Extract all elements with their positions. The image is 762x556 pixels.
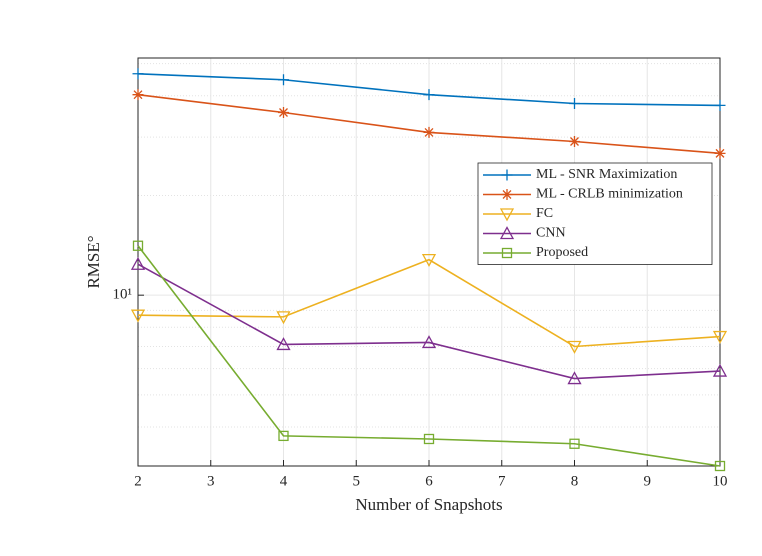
marker bbox=[130, 256, 146, 270]
marker bbox=[499, 226, 515, 240]
marker bbox=[569, 438, 580, 449]
marker bbox=[712, 363, 728, 377]
marker bbox=[278, 430, 289, 442]
marker bbox=[132, 240, 144, 251]
marker bbox=[423, 433, 435, 445]
x-tick-label: 7 bbox=[498, 473, 506, 489]
y-axis-label: RMSE° bbox=[84, 235, 103, 288]
marker bbox=[276, 337, 291, 351]
marker bbox=[567, 371, 582, 385]
axes-box bbox=[137, 57, 721, 467]
marker bbox=[276, 311, 291, 325]
marker bbox=[499, 208, 515, 222]
marker bbox=[132, 89, 144, 101]
x-tick-label: 8 bbox=[571, 473, 579, 489]
marker bbox=[714, 460, 726, 472]
marker bbox=[423, 89, 435, 101]
x-tick-label: 5 bbox=[353, 473, 361, 489]
x-tick-label: 10 bbox=[713, 473, 728, 489]
marker bbox=[569, 98, 580, 110]
marker bbox=[501, 189, 513, 200]
marker bbox=[421, 335, 437, 349]
marker bbox=[423, 126, 435, 138]
x-tick-label: 4 bbox=[280, 473, 288, 489]
x-tick-label: 6 bbox=[425, 473, 433, 489]
marker bbox=[421, 254, 437, 268]
legend-label: FC bbox=[536, 206, 553, 221]
marker bbox=[130, 309, 146, 323]
marker bbox=[501, 247, 513, 259]
x-tick-label: 3 bbox=[207, 473, 215, 489]
y-tick-label: 10¹ bbox=[113, 287, 133, 303]
marker bbox=[278, 74, 289, 86]
legend-label: ML - SNR Maximization bbox=[536, 167, 677, 182]
marker bbox=[712, 330, 728, 344]
marker bbox=[501, 169, 513, 181]
line bbox=[137, 245, 721, 467]
marker bbox=[569, 136, 580, 148]
legend-label: ML - CRLB minimization bbox=[536, 187, 683, 202]
legend-label: CNN bbox=[536, 226, 566, 241]
x-tick-label: 9 bbox=[644, 473, 652, 489]
marker bbox=[714, 147, 726, 159]
marker bbox=[714, 99, 726, 111]
marker bbox=[567, 340, 582, 354]
line bbox=[137, 258, 721, 348]
line bbox=[137, 263, 721, 380]
x-axis-label: Number of Snapshots bbox=[355, 495, 502, 514]
marker bbox=[132, 68, 144, 80]
x-tick-label: 2 bbox=[134, 473, 142, 489]
legend-label: Proposed bbox=[536, 245, 588, 260]
marker bbox=[278, 107, 289, 119]
